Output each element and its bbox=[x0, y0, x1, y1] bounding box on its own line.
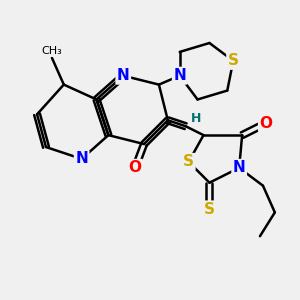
Text: O: O bbox=[260, 116, 272, 131]
Text: H: H bbox=[191, 112, 201, 125]
Text: O: O bbox=[129, 160, 142, 175]
Text: N: N bbox=[173, 68, 186, 83]
Text: S: S bbox=[183, 154, 194, 169]
Text: CH₃: CH₃ bbox=[41, 46, 62, 56]
Text: N: N bbox=[117, 68, 130, 83]
Text: S: S bbox=[204, 202, 215, 217]
Text: S: S bbox=[228, 53, 239, 68]
Text: N: N bbox=[233, 160, 245, 175]
Text: N: N bbox=[75, 152, 88, 166]
